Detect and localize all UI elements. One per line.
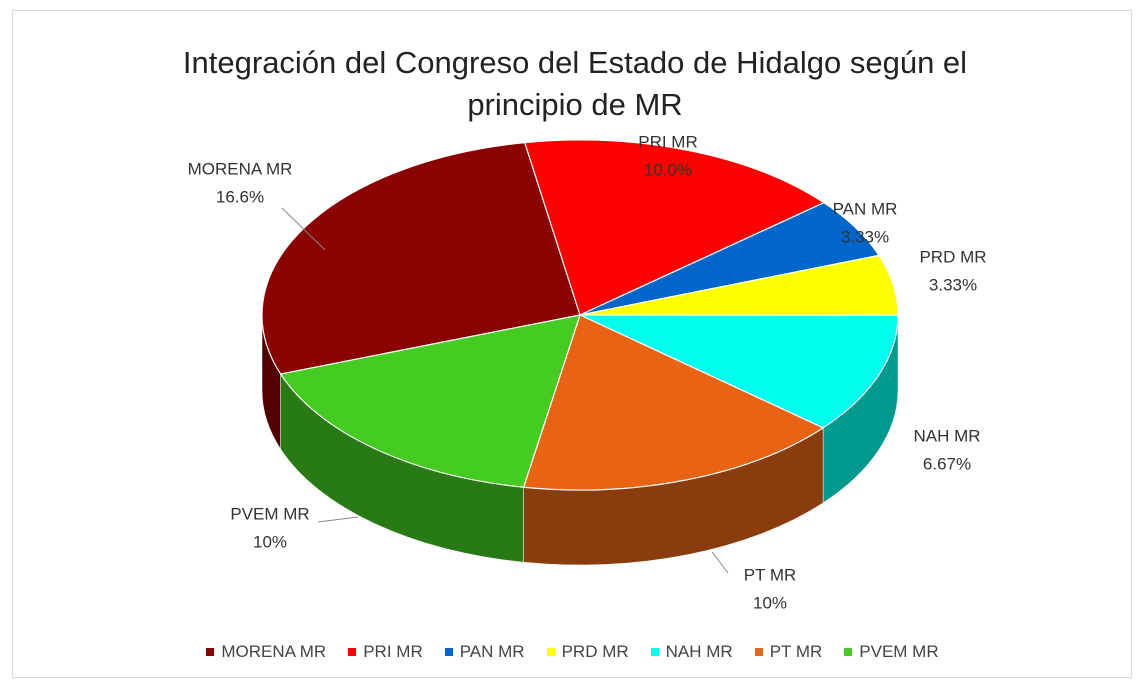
legend-swatch [206, 648, 215, 656]
legend-label: NAH MR [665, 642, 733, 661]
legend-swatch [650, 648, 659, 656]
data-label-name: PRI MR [638, 132, 698, 151]
data-label-name: PAN MR [833, 199, 898, 218]
legend-swatch [444, 648, 453, 656]
leader-line [317, 516, 359, 523]
legend-label: PT MR [769, 642, 823, 661]
data-label-value: 3.33% [929, 275, 977, 294]
slice [579, 314, 899, 429]
slice [522, 314, 825, 491]
slice [279, 314, 581, 488]
leader-line [711, 551, 729, 574]
legend-swatch [754, 648, 763, 656]
legend-swatch [348, 648, 357, 656]
slice [523, 139, 826, 316]
legend-label: PRI MR [363, 642, 423, 661]
legend-label: PVEM MR [859, 642, 939, 661]
legend-item: NAH MR [650, 642, 733, 662]
legend-item: PT MR [754, 642, 823, 662]
data-label-name: PVEM MR [230, 504, 309, 523]
data-label-name: PT MR [744, 565, 797, 584]
data-label-name: MORENA MR [188, 159, 293, 178]
legend: MORENA MR PRI MR PAN MR PRD MR NAH MR PT MR PV… [0, 642, 1145, 662]
data-label-name: PRD MR [919, 247, 986, 266]
legend-label: PAN MR [459, 642, 525, 661]
data-label-value: 10% [753, 593, 787, 612]
legend-label: PRD MR [561, 642, 629, 661]
data-label-name: NAH MR [913, 426, 980, 445]
data-label-value: 16.6% [216, 187, 264, 206]
data-label-value: 6.67% [923, 454, 971, 473]
chart-frame [12, 10, 1132, 678]
data-label-value: 3.33% [841, 227, 889, 246]
leader-line [281, 207, 326, 251]
legend-item: PVEM MR [844, 642, 939, 662]
legend-item: PRI MR [348, 642, 423, 662]
legend-item: MORENA MR [206, 642, 326, 662]
legend-swatch [844, 648, 853, 656]
data-label-value: 10.0% [644, 160, 692, 179]
chart-title: Integración del Congreso del Estado de H… [182, 45, 968, 122]
legend-label: MORENA MR [221, 642, 327, 661]
legend-item: PRD MR [546, 642, 629, 662]
slice [261, 142, 581, 375]
data-label-value: 10% [253, 532, 287, 551]
legend-swatch [546, 648, 555, 656]
legend-item: PAN MR [444, 642, 525, 662]
